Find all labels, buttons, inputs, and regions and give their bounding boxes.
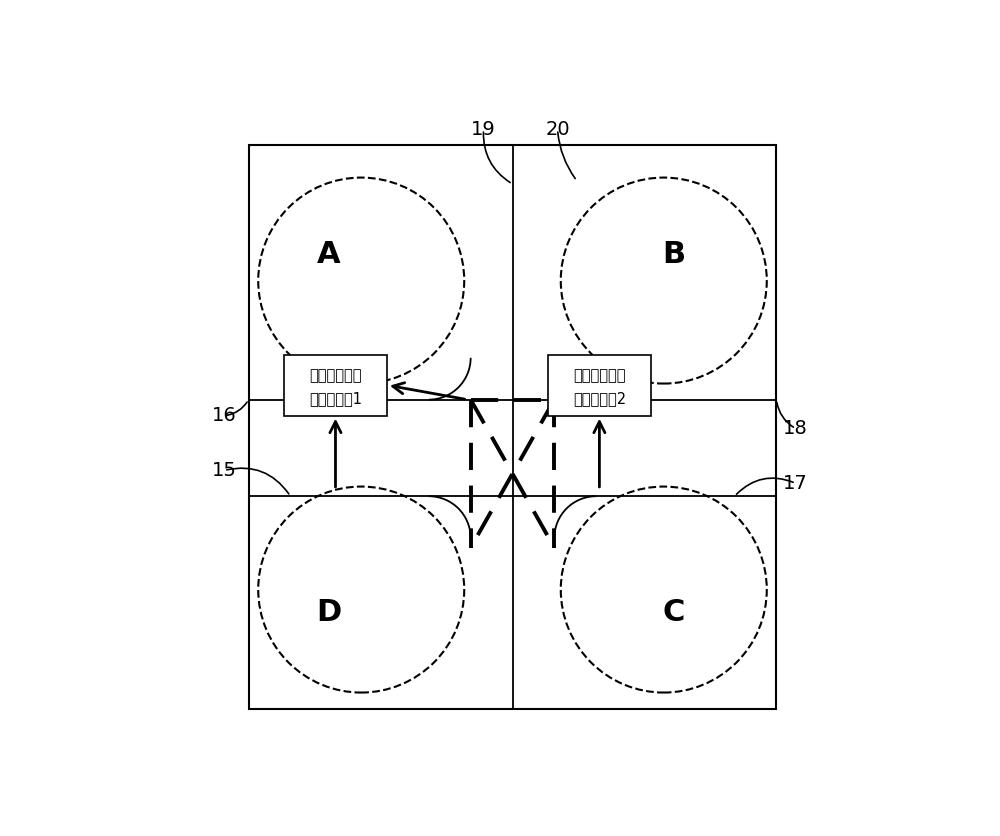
Text: 18: 18: [783, 419, 808, 438]
Bar: [249, 145, 776, 709]
Text: 15: 15: [212, 461, 237, 480]
Text: 无线数据发收: 无线数据发收: [573, 369, 626, 384]
Text: C: C: [662, 598, 685, 626]
Bar: [548, 354, 651, 415]
Text: 无线数据发收: 无线数据发收: [309, 369, 362, 384]
Text: A: A: [317, 240, 341, 269]
Bar: [284, 354, 387, 415]
Text: 20: 20: [545, 120, 570, 139]
Text: B: B: [662, 240, 685, 269]
Text: 模块位置点1: 模块位置点1: [309, 391, 362, 406]
Text: 模块位置点2: 模块位置点2: [573, 391, 626, 406]
Text: D: D: [316, 598, 342, 626]
Text: 16: 16: [212, 406, 236, 426]
Text: 19: 19: [471, 120, 496, 139]
Text: 17: 17: [783, 474, 808, 493]
